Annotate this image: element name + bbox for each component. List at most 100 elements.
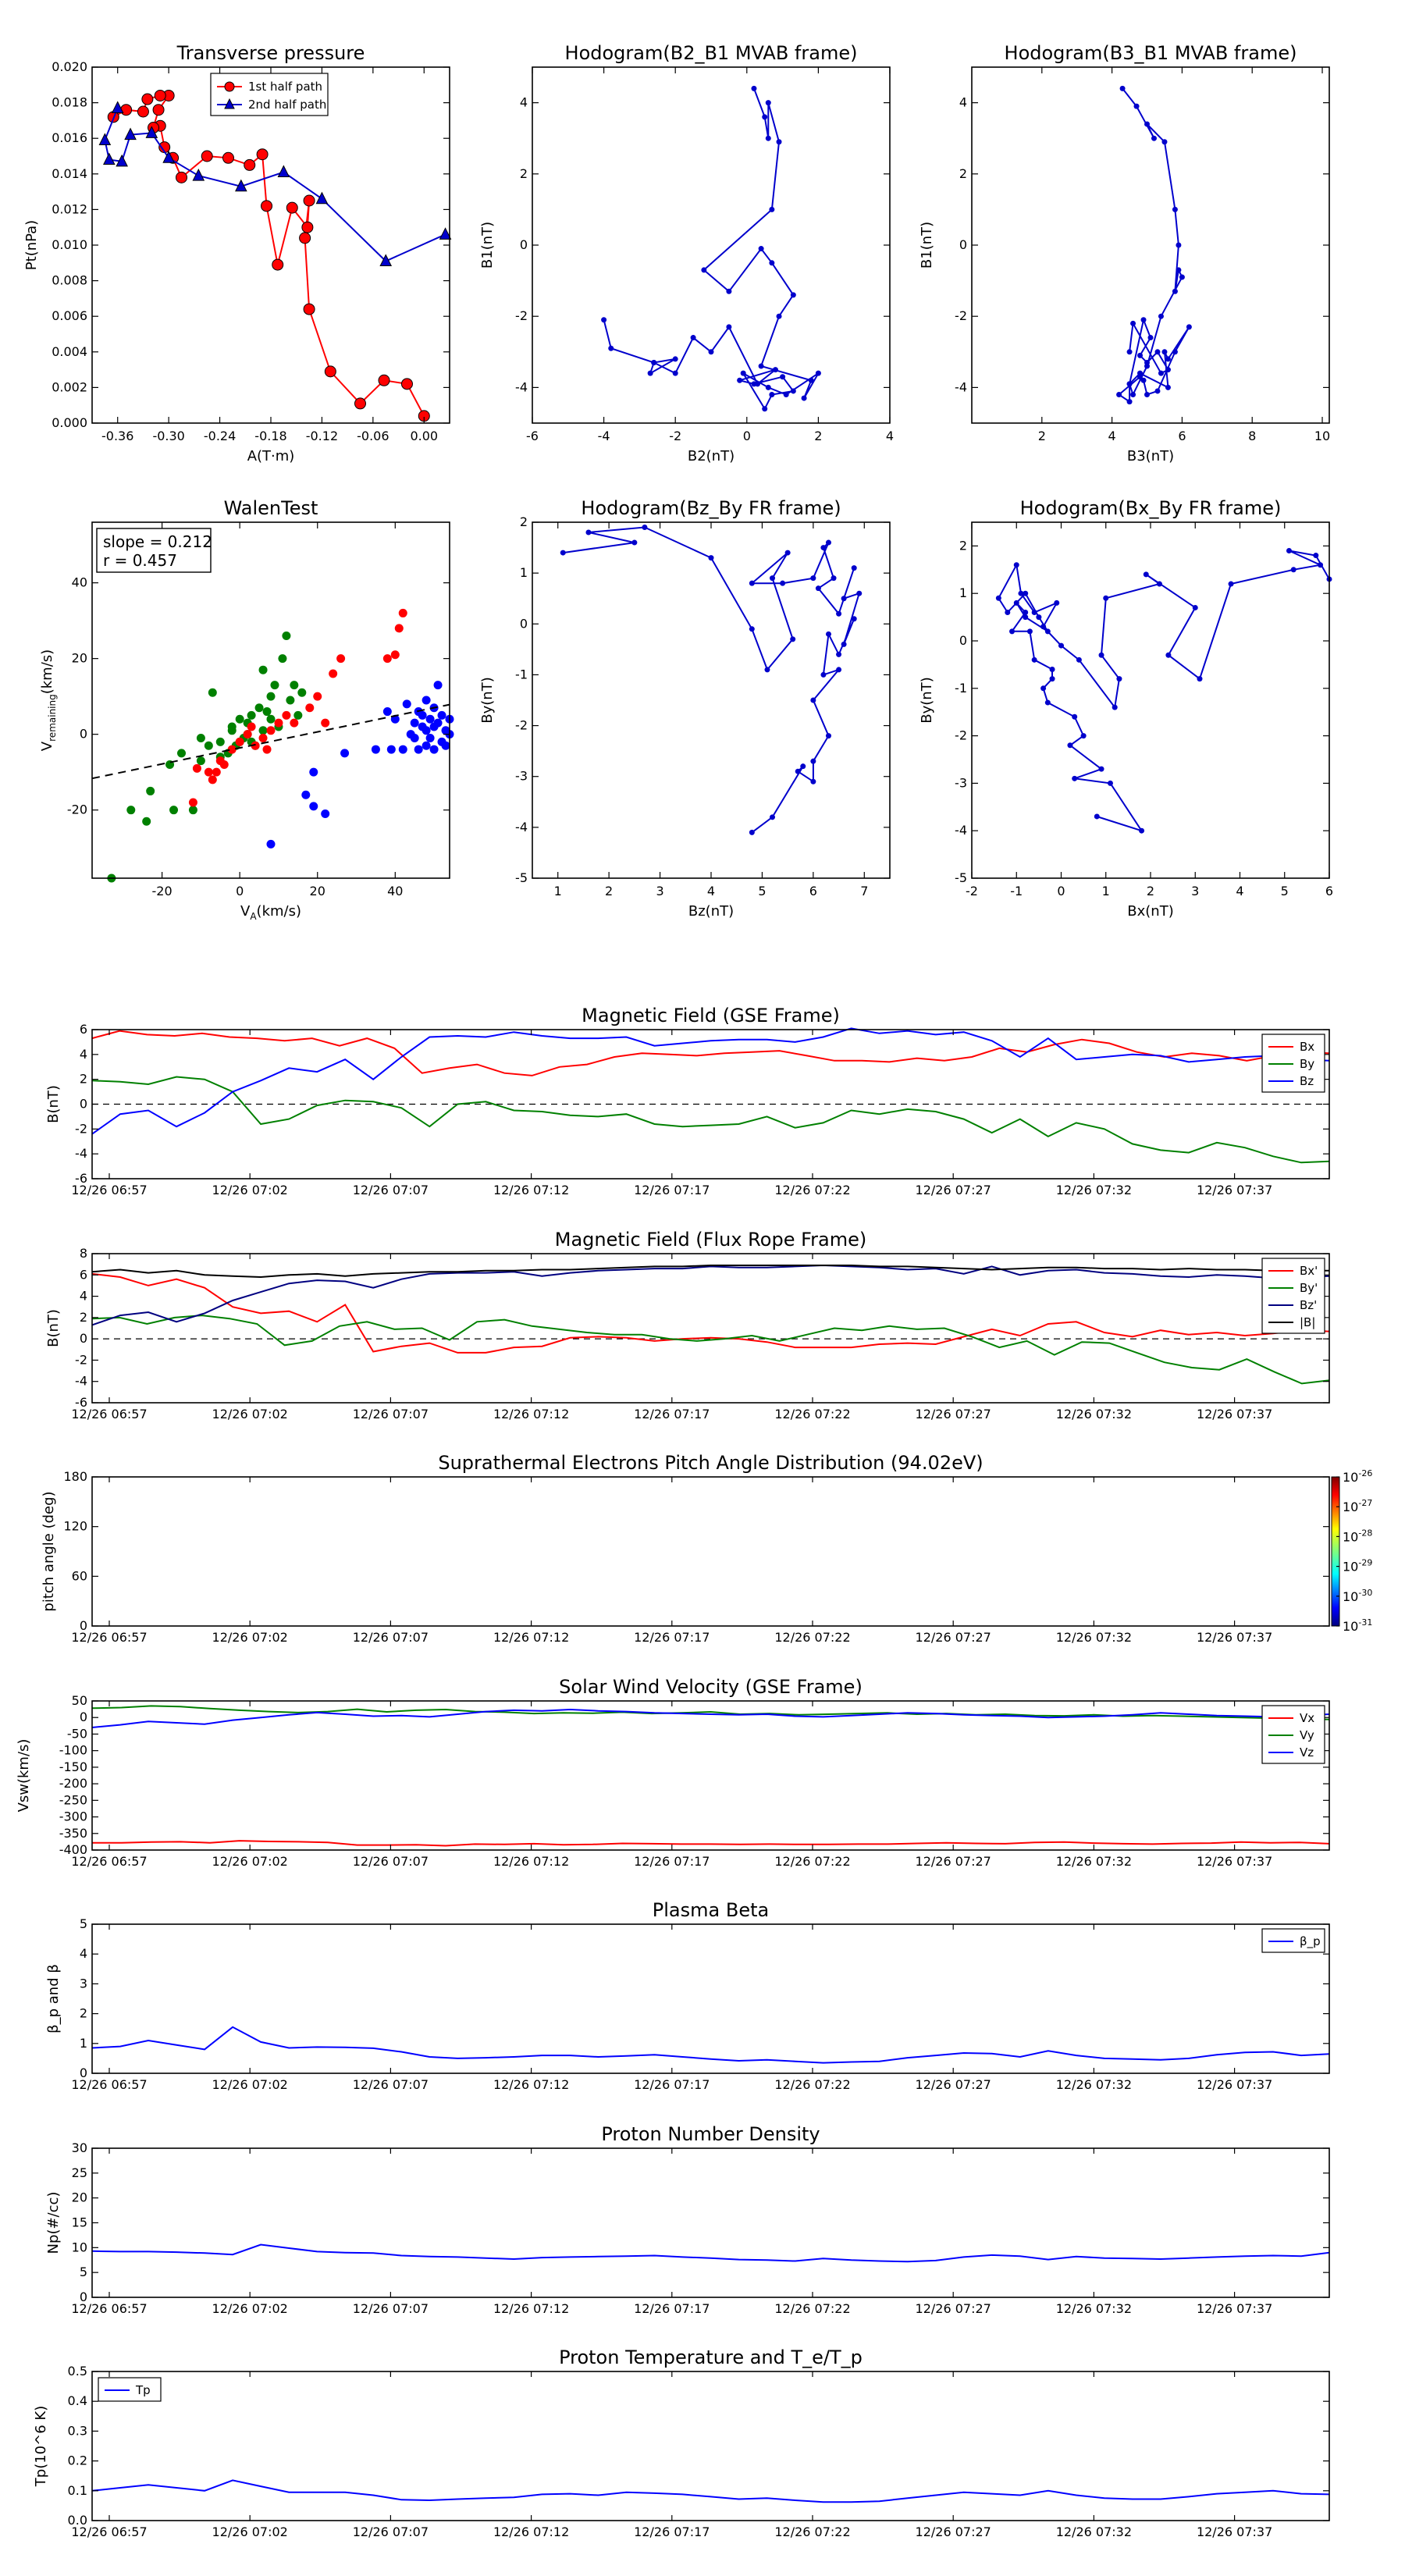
np-time-label: 12/26 07:12 — [493, 2301, 569, 2316]
tp-ytick-label: 0.1 — [68, 2483, 87, 2498]
bfr-time-label: 12/26 07:02 — [212, 1407, 288, 1421]
np-ytick-label: 30 — [72, 2140, 87, 2155]
walen-point — [266, 692, 276, 701]
np-time-label: 12/26 07:37 — [1197, 2301, 1272, 2316]
pt-point-2nd-half — [379, 254, 393, 267]
vsw-legend-label: Vx — [1300, 1711, 1314, 1725]
hodo1-point — [672, 370, 678, 376]
walen-ytick-label: 0 — [80, 727, 87, 742]
hodo3-point — [820, 545, 827, 551]
walen-point — [204, 741, 213, 750]
pt-point-2nd-half — [124, 127, 137, 141]
pt-xtick-label: -0.30 — [152, 429, 184, 443]
pt-point-1st-half — [261, 200, 273, 212]
hodo3-xtick-label: 3 — [656, 884, 663, 898]
tp-time-label: 12/26 07:22 — [774, 2524, 850, 2539]
hodo2-point — [1144, 121, 1151, 127]
walen-point — [266, 714, 276, 724]
tp-time-label: 12/26 07:02 — [212, 2524, 288, 2539]
hodo2-point — [1137, 374, 1144, 380]
hodo4-point — [1049, 676, 1055, 682]
pt-xtick-label: 0.00 — [410, 429, 438, 443]
walen-point — [422, 726, 431, 735]
hodo1-ytick-label: 2 — [520, 166, 528, 181]
walen-xlabel-sub: A — [250, 911, 257, 922]
pt-legend-label-2nd: 2nd half path — [248, 98, 326, 112]
bgse-time-label: 12/26 07:22 — [774, 1183, 850, 1197]
pt-ytick-label: 0.010 — [52, 237, 87, 252]
beta-time-label: 12/26 07:37 — [1197, 2077, 1272, 2092]
walen-point — [258, 665, 268, 674]
hodo3-point — [749, 829, 755, 835]
tp-legend-label: Tp — [135, 2383, 151, 2397]
hodo4-point — [1031, 610, 1037, 616]
bgse-series-Bz — [91, 1027, 1330, 1135]
hodo4-point — [1054, 600, 1060, 606]
vsw-ytick-label: -150 — [59, 1759, 87, 1774]
hodo4-point — [1286, 547, 1292, 553]
hodo2-point — [1176, 267, 1182, 273]
np-time-label: 12/26 06:57 — [71, 2301, 147, 2316]
hodo3-ytick-label: 2 — [520, 514, 528, 529]
pt-xlabel: A(T·m) — [247, 448, 295, 464]
pad-title: Suprathermal Electrons Pitch Angle Distr… — [438, 1452, 983, 1474]
hodo2-point — [1133, 103, 1140, 109]
bfr-time-label: 12/26 06:57 — [71, 1407, 147, 1421]
pad-colorbar-label-base: 10 — [1343, 1560, 1358, 1574]
hodo3-point — [825, 733, 831, 739]
hodo3-point — [770, 575, 776, 582]
hodo1-point — [769, 206, 775, 212]
hodo1-point — [808, 377, 814, 383]
walen-xlabel: VA(km/s) — [240, 903, 301, 922]
hodo4-point — [1005, 610, 1011, 616]
pt-point-1st-half — [137, 105, 149, 118]
pt-title: Transverse pressure — [176, 42, 365, 64]
hodo1-point — [765, 100, 771, 106]
pad-colorbar-label-exp: -26 — [1358, 1468, 1372, 1478]
hodo1-point — [801, 395, 807, 401]
walen-point — [188, 806, 197, 815]
hodo1-xtick-label: 2 — [814, 429, 822, 443]
hodo2-point — [1126, 349, 1133, 355]
hodo2-point — [1154, 349, 1161, 355]
panel-bfr: Magnetic Field (Flux Rope Frame) -6 -4 -2 0 2… — [45, 1229, 1330, 1421]
hodo4-point — [1072, 775, 1078, 781]
walen-point — [215, 756, 225, 766]
bfr-series-Bz — [91, 1264, 1330, 1326]
beta-time-label: 12/26 06:57 — [71, 2077, 147, 2092]
bgse-legend-label: By — [1300, 1057, 1314, 1071]
np-time-label: 12/26 07:17 — [634, 2301, 710, 2316]
pt-point-1st-half — [354, 397, 366, 410]
walen-annotation-box — [96, 528, 212, 573]
walen-point — [251, 741, 260, 750]
walen-point — [340, 749, 350, 758]
pad-colorbar-label-base: 10 — [1343, 1529, 1358, 1544]
hodo4-xtick-label: 6 — [1325, 884, 1333, 898]
hodo1-point — [708, 349, 714, 355]
pad-ylabel: pitch angle (deg) — [41, 1491, 57, 1611]
vsw-time-label: 12/26 07:02 — [212, 1854, 288, 1869]
vsw-time-label: 12/26 07:37 — [1197, 1854, 1272, 1869]
hodo2-point — [1158, 313, 1164, 319]
bfr-ytick-label: -2 — [75, 1352, 87, 1367]
pt-ytick-label: 0.014 — [52, 166, 87, 181]
pt-point-1st-half — [301, 221, 314, 233]
walen-point — [290, 718, 299, 728]
hodo3-xtick-label: 5 — [758, 884, 766, 898]
vsw-time-label: 12/26 06:57 — [71, 1854, 147, 1869]
hodo1-point — [780, 374, 786, 380]
walen-point — [243, 730, 252, 739]
hodo4-point — [1058, 642, 1064, 649]
hodo4-ytick-label: 2 — [959, 538, 967, 553]
hodo1-point — [647, 370, 653, 376]
bgse-series-By — [91, 1076, 1330, 1164]
walen-point — [414, 745, 423, 754]
pt-xtick-label: -0.36 — [101, 429, 133, 443]
beta-ytick-label: 1 — [80, 2036, 87, 2051]
beta-title: Plasma Beta — [653, 1899, 769, 1921]
hodo4-xtick-label: 2 — [1147, 884, 1154, 898]
pad-ytick-label: 180 — [63, 1469, 87, 1484]
pad-ytick-label: 60 — [72, 1568, 87, 1583]
walen-point — [305, 703, 315, 713]
pad-colorbar-label-exp: -30 — [1358, 1588, 1372, 1598]
